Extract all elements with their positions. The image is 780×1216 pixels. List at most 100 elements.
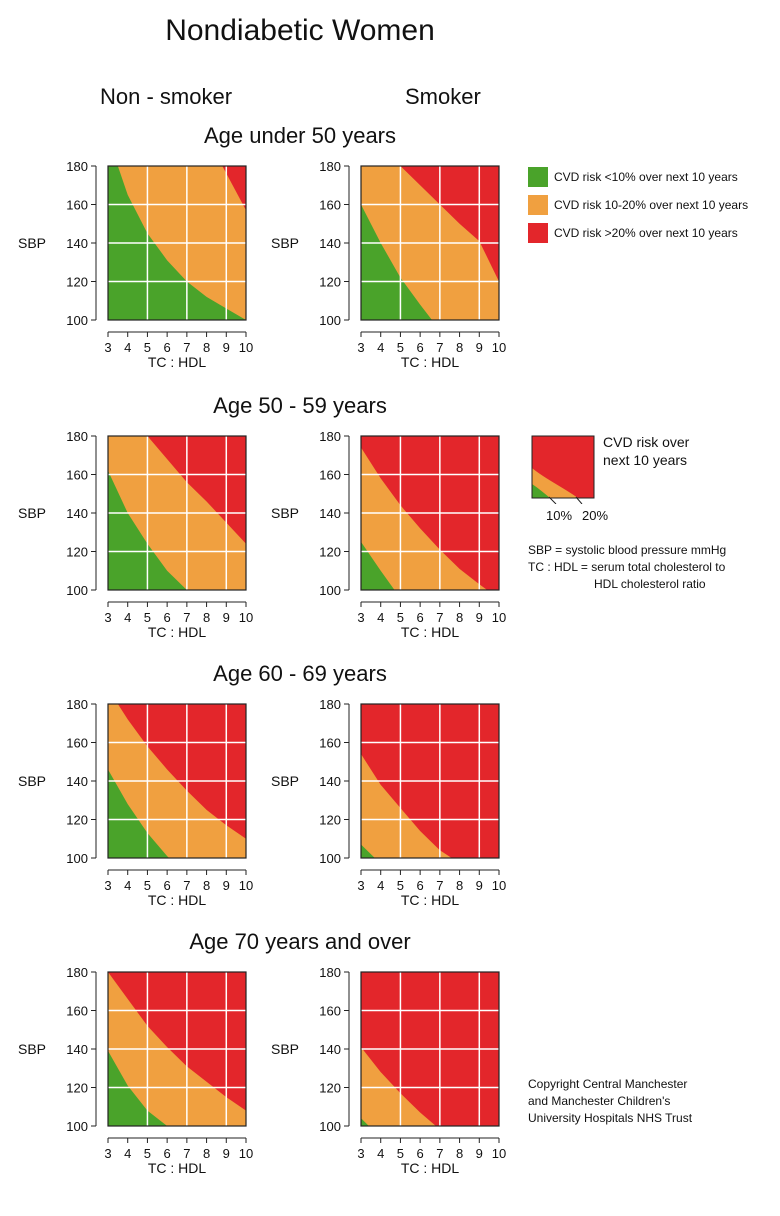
y-tick-label: 160 <box>319 198 341 213</box>
x-tick-label: 5 <box>397 1146 404 1161</box>
risk-region-green <box>361 541 395 590</box>
x-tick-label: 4 <box>377 610 384 625</box>
x-tick-label: 6 <box>417 340 424 355</box>
legend-swatch-green <box>528 167 548 187</box>
x-axis-label: TC : HDL <box>148 892 207 908</box>
risk-panel: 100 120 140 160 180 SBP 3 4 5 6 7 8 9 10 TC : HDL <box>18 697 253 908</box>
y-tick-label: 180 <box>66 697 88 712</box>
x-tick-label: 5 <box>397 610 404 625</box>
y-tick-label: 160 <box>319 736 341 751</box>
x-tick-label: 3 <box>357 610 364 625</box>
risk-region-orange <box>108 166 246 320</box>
plot-border <box>360 165 500 321</box>
risk-region-red <box>108 972 246 1126</box>
x-tick-label: 3 <box>104 340 111 355</box>
y-tick-label: 100 <box>66 851 88 866</box>
x-tick-label: 8 <box>456 610 463 625</box>
note-tchdl: TC : HDL = serum total cholesterol to <box>528 560 726 574</box>
y-axis-label: SBP <box>18 1041 46 1057</box>
risk-panel: 100 120 140 160 180 SBP 3 4 5 6 7 8 9 10 TC : HDL <box>18 429 253 640</box>
x-axis-label: TC : HDL <box>401 624 460 640</box>
x-axis-label: TC : HDL <box>148 1160 207 1176</box>
page-title: Nondiabetic Women <box>165 14 435 47</box>
y-tick-label: 120 <box>319 275 341 290</box>
y-tick-label: 160 <box>319 1004 341 1019</box>
copyright-line: Copyright Central Manchester <box>528 1077 688 1091</box>
x-tick-label: 3 <box>357 1146 364 1161</box>
y-tick-label: 160 <box>66 736 88 751</box>
y-tick-label: 180 <box>319 697 341 712</box>
y-tick-label: 140 <box>66 774 88 789</box>
risk-region-green <box>108 470 187 590</box>
x-tick-label: 4 <box>377 878 384 893</box>
x-tick-label: 4 <box>124 340 131 355</box>
risk-region-red <box>108 704 246 858</box>
risk-region-green <box>361 204 432 320</box>
y-tick-label: 100 <box>319 583 341 598</box>
y-tick-label: 180 <box>319 159 341 174</box>
plot-border <box>107 971 247 1127</box>
legend-swatch-orange <box>528 195 548 215</box>
plot-border <box>107 165 247 321</box>
x-tick-label: 5 <box>144 1146 151 1161</box>
y-tick-label: 180 <box>319 965 341 980</box>
x-tick-label: 7 <box>436 1146 443 1161</box>
y-tick-label: 100 <box>319 313 341 328</box>
age-group-title: Age 60 - 69 years <box>213 661 387 686</box>
risk-panel: 100 120 140 160 180 SBP 3 4 5 6 7 8 9 10 TC : HDL <box>18 965 253 1176</box>
risk-region-green <box>361 844 375 858</box>
x-tick-label: 9 <box>476 610 483 625</box>
x-tick-label: 9 <box>476 340 483 355</box>
risk-region-orange <box>108 704 246 858</box>
x-tick-label: 9 <box>223 878 230 893</box>
risk-region-red <box>361 436 499 590</box>
x-tick-label: 8 <box>456 878 463 893</box>
notes: SBP = systolic blood pressure mmHg TC : … <box>528 542 726 593</box>
plot-border <box>107 435 247 591</box>
risk-region-green <box>108 166 246 320</box>
y-tick-label: 140 <box>319 506 341 521</box>
key-label-10: 10% <box>546 508 573 523</box>
x-tick-label: 6 <box>164 1146 171 1161</box>
x-tick-label: 8 <box>203 878 210 893</box>
risk-panel: 100 120 140 160 180 SBP 3 4 5 6 7 8 9 10 TC : HDL <box>271 429 506 640</box>
y-tick-label: 120 <box>319 1081 341 1096</box>
x-tick-label: 4 <box>124 878 131 893</box>
y-axis-label: SBP <box>271 505 299 521</box>
x-tick-label: 6 <box>417 610 424 625</box>
x-axis-label: TC : HDL <box>148 354 207 370</box>
x-tick-label: 9 <box>223 1146 230 1161</box>
x-tick-label: 10 <box>492 878 506 893</box>
legend-label: CVD risk >20% over next 10 years <box>554 226 738 240</box>
x-tick-label: 4 <box>377 340 384 355</box>
x-tick-label: 5 <box>397 340 404 355</box>
y-tick-label: 160 <box>66 1004 88 1019</box>
x-tick-label: 8 <box>203 1146 210 1161</box>
x-tick-label: 10 <box>239 878 253 893</box>
x-tick-label: 8 <box>203 610 210 625</box>
plot-border <box>107 703 247 859</box>
y-tick-label: 120 <box>319 813 341 828</box>
x-tick-label: 7 <box>436 878 443 893</box>
key-box <box>531 435 595 504</box>
x-tick-label: 8 <box>203 340 210 355</box>
x-tick-label: 9 <box>476 878 483 893</box>
y-axis-label: SBP <box>271 235 299 251</box>
y-tick-label: 160 <box>319 468 341 483</box>
legend-item-green: CVD risk <10% over next 10 years <box>528 166 768 188</box>
x-tick-label: 3 <box>357 340 364 355</box>
copyright-line: and Manchester Children's <box>528 1094 671 1108</box>
risk-region-red <box>361 166 499 320</box>
x-tick-label: 7 <box>436 340 443 355</box>
x-tick-label: 10 <box>492 340 506 355</box>
y-tick-label: 120 <box>66 545 88 560</box>
y-axis-label: SBP <box>18 505 46 521</box>
y-axis-label: SBP <box>18 235 46 251</box>
x-tick-label: 7 <box>183 1146 190 1161</box>
x-tick-label: 6 <box>164 610 171 625</box>
x-axis-label: TC : HDL <box>401 354 460 370</box>
key-title-line2: next 10 years <box>603 452 688 468</box>
risk-region-green <box>108 769 170 858</box>
x-tick-label: 5 <box>397 878 404 893</box>
y-tick-label: 140 <box>66 236 88 251</box>
